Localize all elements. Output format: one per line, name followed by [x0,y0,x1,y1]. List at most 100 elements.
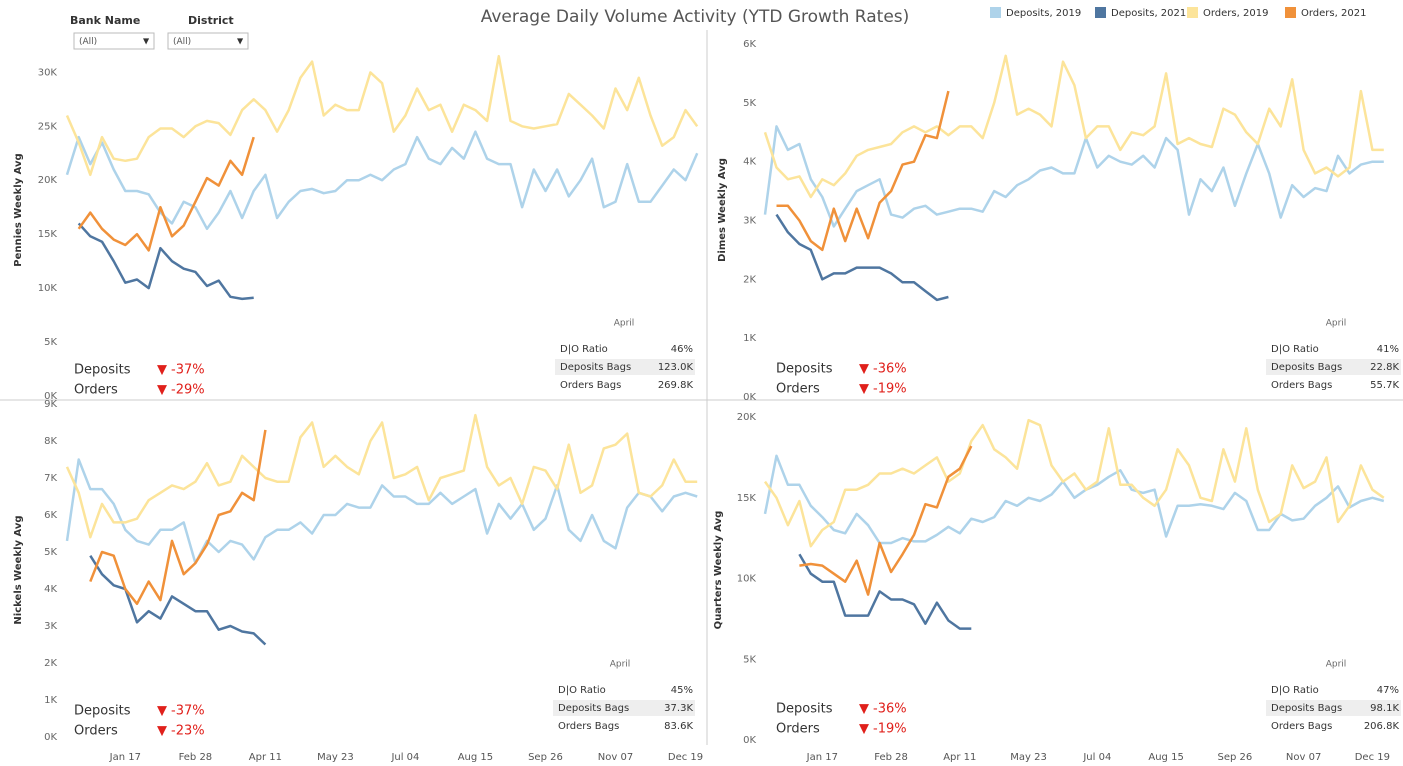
series-line [776,90,950,252]
y-tick-label: 4K [743,157,756,168]
y-tick-label: 5K [743,98,756,109]
x-tick-label: Sep 26 [1217,752,1252,763]
series-line [763,54,1384,199]
y-tick-label: 10K [737,574,757,585]
kpi-value: -19% [873,722,907,737]
legend-swatch [1187,7,1198,18]
dashboard-title: Average Daily Volume Activity (YTD Growt… [481,7,910,27]
table-value: 22.8K [1370,362,1399,373]
filter-value: (All) [79,37,97,47]
table-row-shade [555,359,695,375]
down-arrow: ▼ [859,702,869,717]
x-tick-label: Apr 11 [249,752,282,763]
filter-dropdown[interactable] [167,32,249,50]
down-arrow: ▼ [157,724,167,739]
x-tick-label: Feb 28 [874,752,908,763]
table-row-shade [553,700,695,716]
table-label: Deposits Bags [560,362,631,373]
table-value: 37.3K [664,703,693,714]
table-label: Orders Bags [1271,380,1332,391]
x-tick-label: Aug 15 [1148,752,1183,763]
y-tick-label: 8K [44,436,57,447]
y-tick-label: 1K [743,333,756,344]
x-tick-label: Apr 11 [943,752,976,763]
x-tick-label: Jul 04 [390,752,419,763]
down-arrow: ▼ [859,382,869,397]
x-tick-label: Dec 19 [1355,752,1390,763]
down-arrow: ▼ [859,722,869,737]
dropdown-arrow: ▼ [237,37,244,46]
kpi-label: Orders [776,382,820,397]
kpi-value: -37% [171,363,205,378]
legend-label: Deposits, 2021 [1111,8,1186,19]
y-tick-label: 0K [44,391,57,402]
table-label: D|O Ratio [558,685,606,696]
series-line [89,555,267,646]
y-axis-label: Nickels Weekly Avg [13,515,24,624]
series-line [65,130,699,231]
down-arrow: ▼ [859,362,869,377]
filter-dropdown[interactable] [73,32,155,50]
x-tick-label: Nov 07 [1286,752,1321,763]
table-value: 45% [671,685,693,696]
series-line [89,429,267,606]
y-tick-label: 6K [743,39,756,50]
kpi-value: -37% [171,704,205,719]
table-label: D|O Ratio [560,344,608,355]
y-tick-label: 5K [44,337,57,348]
y-tick-label: 6K [44,510,57,521]
x-tick-label: Nov 07 [598,752,633,763]
table-label: Orders Bags [1271,721,1332,732]
kpi-value: -29% [171,383,205,398]
series-line [77,222,254,301]
series-line [65,54,699,177]
x-tick-label: May 23 [317,752,354,763]
table-row-shade [1266,700,1401,716]
kpi-label: Deposits [74,704,131,719]
y-tick-label: 0K [743,392,756,403]
table-label: D|O Ratio [1271,685,1319,696]
y-axis-label: Pennies Weekly Avg [13,153,24,266]
table-label: D|O Ratio [1271,344,1319,355]
x-tick-label: Dec 19 [668,752,703,763]
table-label: Deposits Bags [1271,362,1342,373]
kpi-value: -36% [873,702,907,717]
series-line [763,125,1384,228]
table-value: 41% [1377,344,1399,355]
y-tick-label: 0K [743,735,756,746]
kpi-value: -23% [171,724,205,739]
table-value: 46% [671,344,693,355]
x-tick-label: Aug 15 [458,752,493,763]
y-tick-label: 20K [737,412,757,423]
x-tick-label: Feb 28 [179,752,213,763]
series-line [77,136,255,252]
table-value: 206.8K [1364,721,1400,732]
legend-label: Deposits, 2019 [1006,8,1081,19]
legend-swatch [1285,7,1296,18]
y-tick-label: 1K [44,695,57,706]
table-label: Orders Bags [558,721,619,732]
filter-label: Bank Name [70,14,140,27]
kpi-label: Deposits [776,702,833,717]
y-tick-label: 30K [38,67,58,78]
legend-swatch [990,7,1001,18]
legend-label: Orders, 2021 [1301,8,1366,19]
y-tick-label: 3K [743,216,756,227]
table-value: 55.7K [1370,380,1399,391]
table-label: Deposits Bags [558,703,629,714]
series-line [65,458,698,565]
down-arrow: ▼ [157,704,167,719]
annotation: April [1326,319,1347,329]
table-value: 98.1K [1370,703,1399,714]
y-tick-label: 2K [743,274,756,285]
y-tick-label: 5K [743,654,756,665]
filter-value: (All) [173,37,191,47]
table-label: Deposits Bags [1271,703,1342,714]
table-row-shade [1266,359,1401,375]
y-tick-label: 25K [38,121,58,132]
y-tick-label: 20K [38,175,58,186]
y-tick-label: 7K [44,473,57,484]
table-value: 123.0K [658,362,694,373]
